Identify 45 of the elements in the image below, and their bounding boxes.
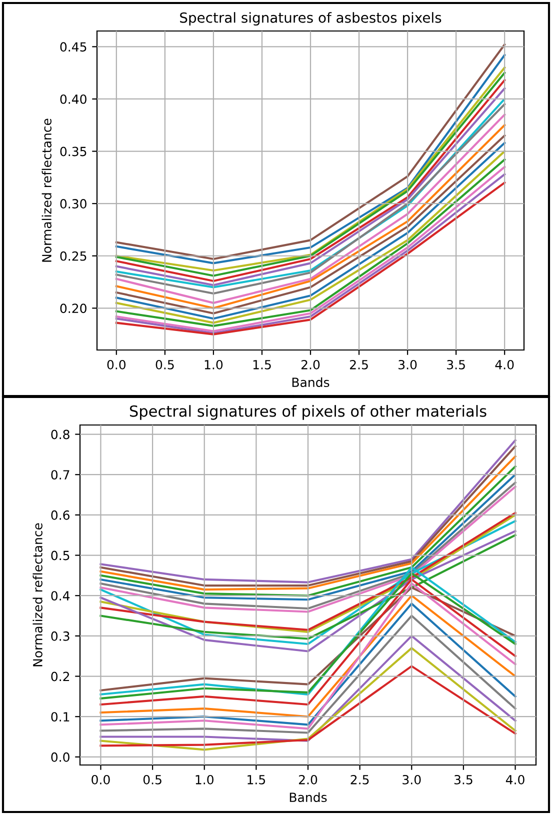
x-tick-label: 1.0 [196, 774, 214, 784]
chart-title: Spectral signatures of pixels of other materials [130, 405, 486, 420]
x-tick-label: 0.0 [92, 774, 110, 784]
x-axis-title: Bands [290, 792, 327, 802]
y-tick-label: 0.35 [60, 146, 86, 156]
x-tick-label: 4.0 [495, 360, 514, 370]
y-tick-label: 0.30 [60, 199, 86, 208]
x-tick-label: 3.5 [454, 774, 472, 784]
x-tick-label: 1.0 [204, 360, 223, 370]
line-series [100, 634, 516, 742]
y-tick-label: 0.6 [51, 510, 70, 520]
chart-title: Spectral signatures of asbestos pixels [180, 12, 442, 26]
x-tick-label: 4.0 [506, 774, 524, 784]
y-tick-label: 0.20 [60, 304, 86, 314]
line-series [100, 665, 516, 747]
line-series [100, 586, 516, 692]
y-axis-title: Normalized reflectance [42, 118, 52, 262]
x-tick-label: 3.0 [398, 360, 417, 370]
x-tick-label: 3.5 [447, 360, 465, 370]
x-tick-label: 2.0 [298, 774, 318, 784]
y-tick-label: 0.4 [51, 591, 70, 601]
y-tick-label: 0.45 [60, 42, 86, 52]
x-tick-label: 1.5 [253, 360, 271, 370]
x-tick-label: 2.5 [350, 360, 368, 370]
line-series [100, 582, 516, 730]
x-tick-label: 2.0 [301, 360, 320, 370]
y-tick-label: 0.1 [51, 712, 70, 722]
y-tick-label: 0.0 [51, 752, 70, 762]
x-tick-label: 0.0 [107, 360, 126, 370]
y-tick-label: 0.25 [60, 251, 86, 261]
x-tick-label: 2.5 [350, 774, 369, 784]
y-tick-label: 0.8 [51, 430, 70, 440]
x-tick-label: 3.0 [402, 774, 421, 784]
x-tick-label: 0.5 [156, 360, 174, 370]
y-tick-label: 0.5 [51, 550, 70, 560]
y-tick-label: 0.7 [51, 470, 70, 480]
x-tick-label: 1.5 [248, 775, 266, 784]
y-tick-label: 0.40 [60, 94, 86, 104]
y-tick-label: 0.2 [51, 672, 70, 682]
line-series [100, 646, 516, 751]
x-tick-label: 0.5 [143, 774, 162, 784]
y-tick-label: 0.3 [51, 631, 70, 641]
x-axis-title: Bands [292, 377, 330, 388]
y-axis-title: Normalized reflectance [32, 523, 42, 666]
line-series [100, 614, 516, 734]
